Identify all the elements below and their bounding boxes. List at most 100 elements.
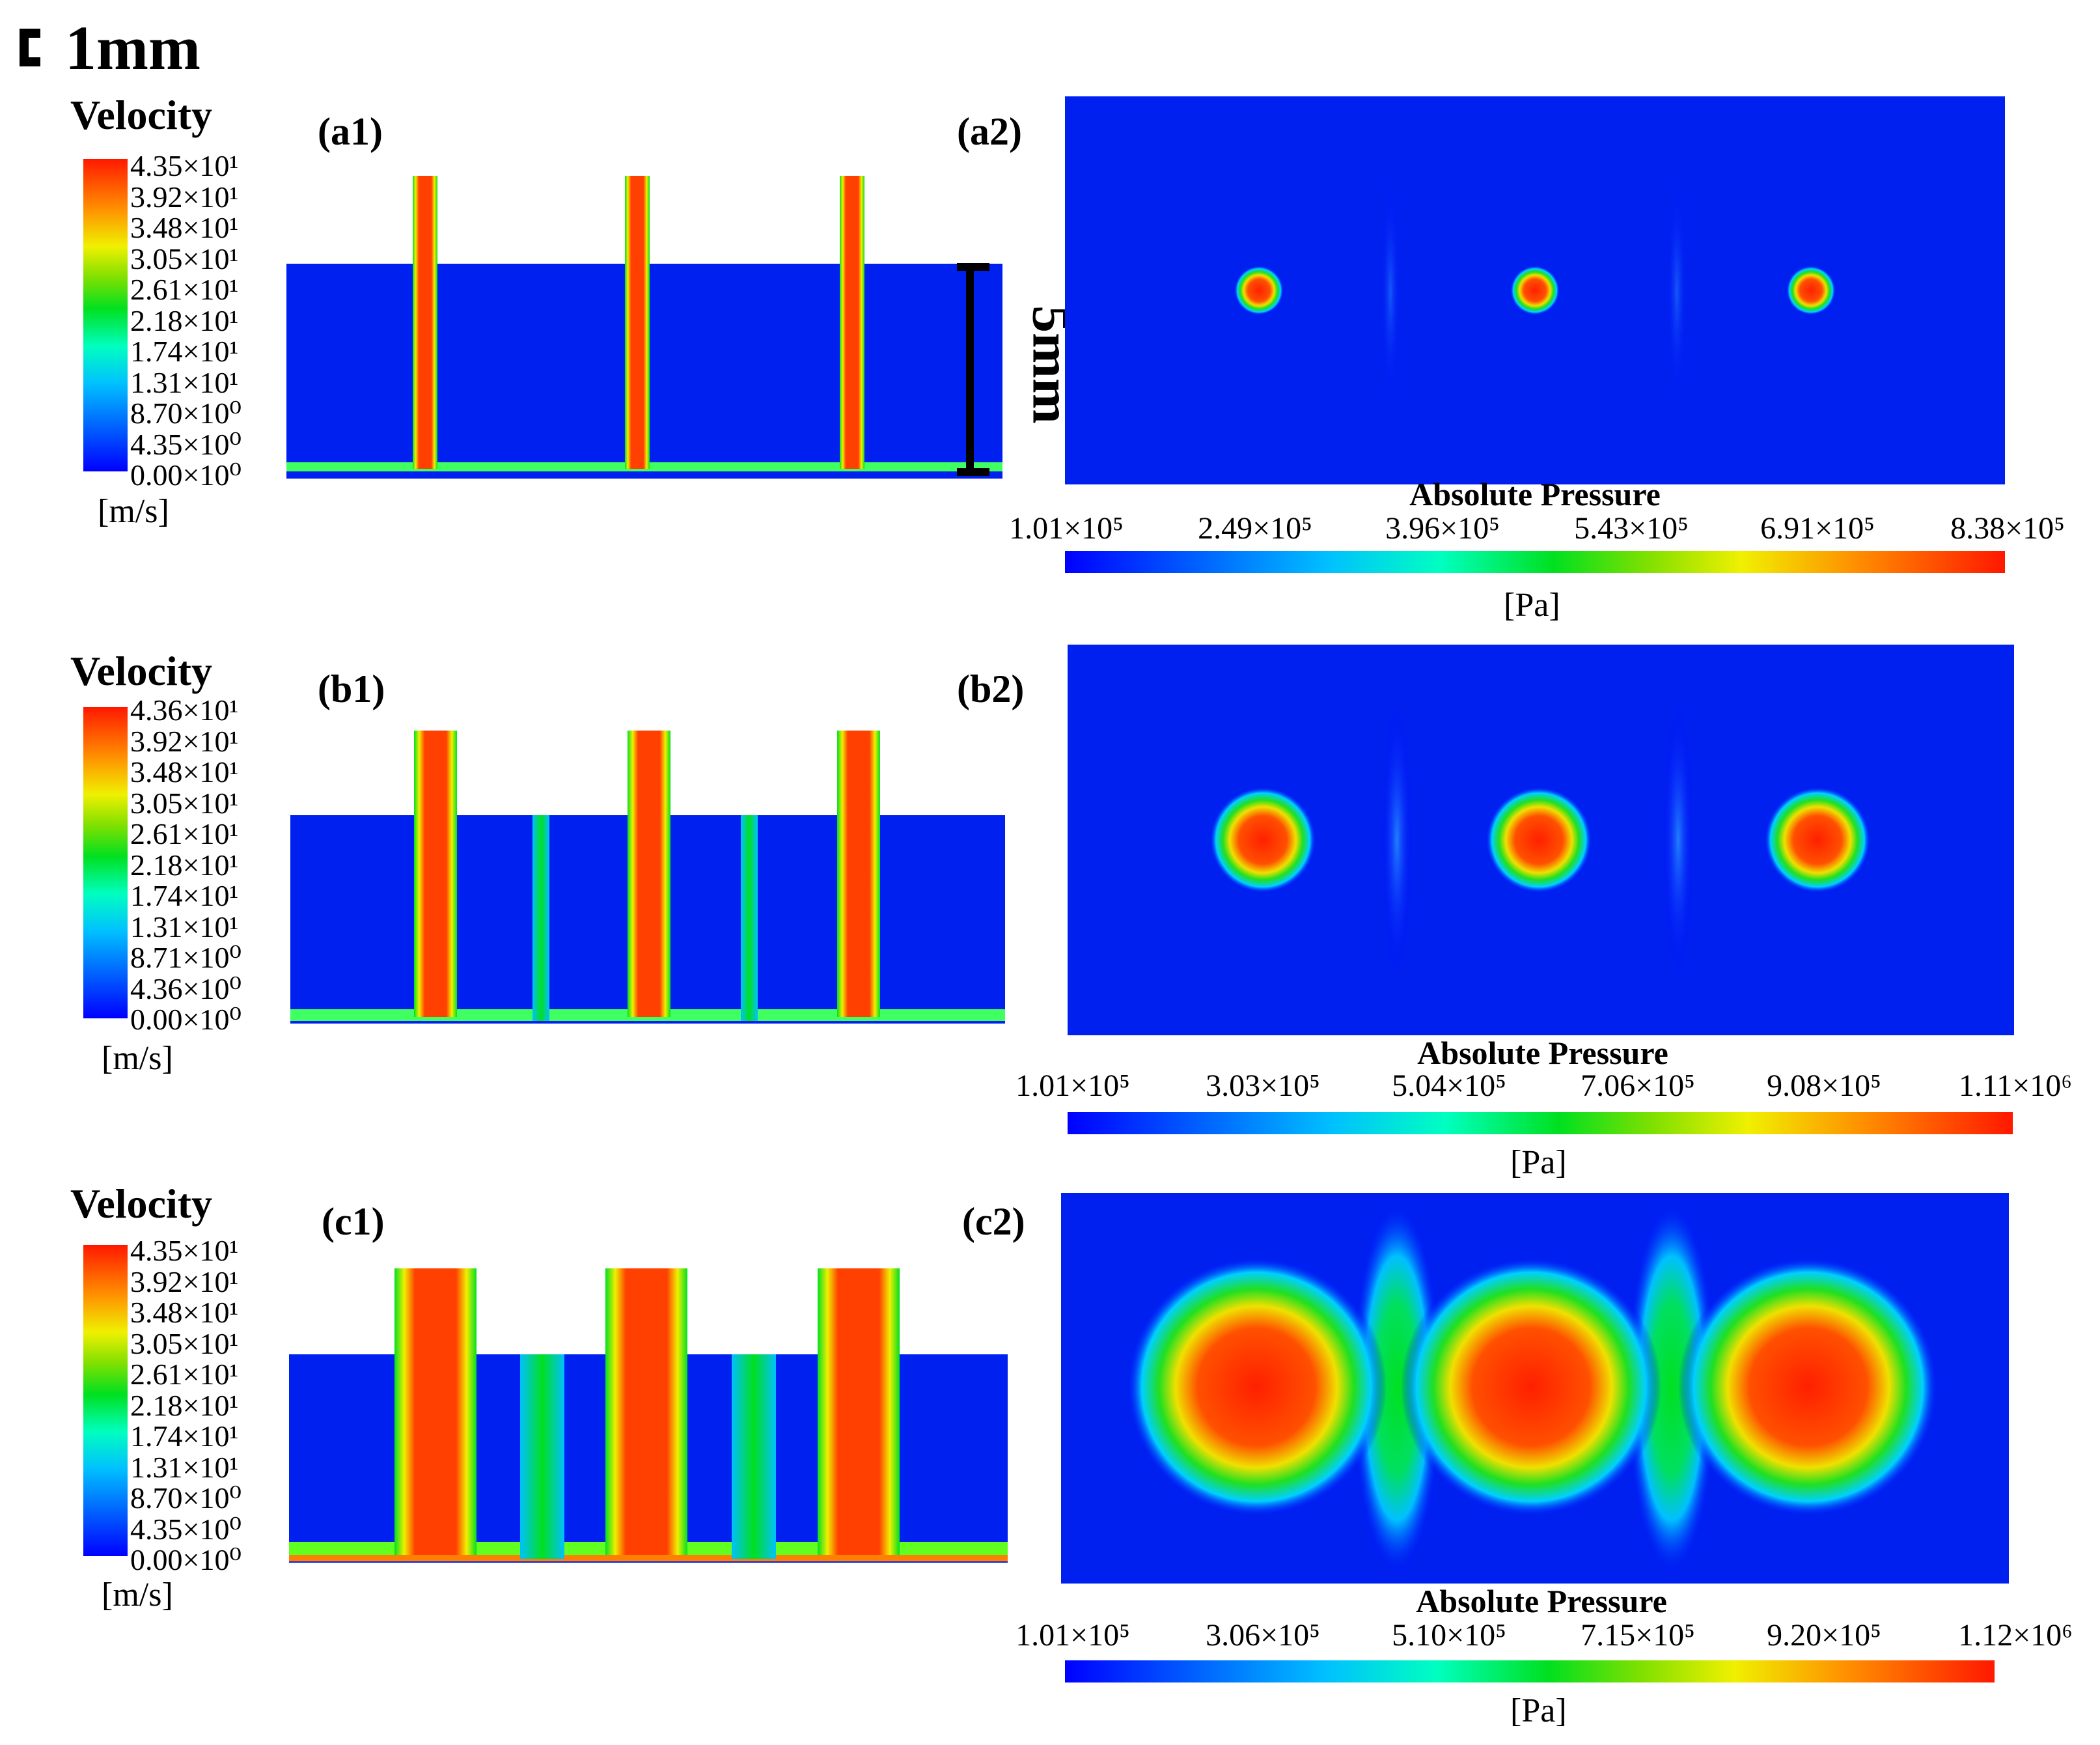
pressure-colorbar — [1068, 1112, 2013, 1134]
velocity-unit: [m/s] — [102, 1576, 173, 1613]
pressure-tick: 7.06×10⁵ — [1581, 1068, 1695, 1103]
velocity-tick: 3.05×10¹ — [130, 242, 239, 275]
panel-label-c1: (c1) — [322, 1200, 385, 1243]
velocity-tick: 3.05×10¹ — [130, 786, 239, 820]
velocity-tick: 3.48×10¹ — [130, 1296, 239, 1329]
pressure-spot-b2-2 — [1485, 787, 1592, 893]
pressure-tick: 8.38×10⁵ — [1950, 511, 2065, 546]
pressure-unit: [Pa] — [1510, 1692, 1567, 1729]
pressure-tick: 5.10×10⁵ — [1392, 1618, 1506, 1653]
velocity-title: Velocity — [70, 92, 213, 138]
pressure-tick: 1.01×10⁵ — [1015, 1068, 1130, 1103]
velocity-colorbar — [83, 707, 128, 1018]
pressure-colorbar — [1065, 551, 2005, 573]
pressure-field-a2 — [1065, 96, 2005, 484]
velocity-tick: 2.61×10¹ — [130, 817, 239, 850]
velocity-tick: 1.31×10¹ — [130, 1450, 239, 1484]
velocity-tick: 4.35×10⁰ — [130, 427, 242, 461]
pressure-spot-c2-2 — [1401, 1257, 1661, 1517]
jet-b1-2 — [628, 731, 670, 1017]
pressure-title: Absolute Pressure — [1416, 1583, 1667, 1619]
velocity-tick: 3.05×10¹ — [130, 1326, 239, 1360]
velocity-tick: 0.00×10⁰ — [130, 1543, 242, 1576]
scale-bar-icon — [20, 29, 40, 66]
pressure-tick: 3.06×10⁵ — [1206, 1618, 1320, 1653]
pressure-field-c2 — [1061, 1193, 2009, 1584]
velocity-colorbar — [83, 159, 128, 471]
pressure-tick-row: 1.01×10⁵ 3.06×10⁵ 5.10×10⁵ 7.15×10⁵ 9.20… — [0, 1617, 2100, 1656]
pressure-unit: [Pa] — [1504, 587, 1560, 624]
velocity-colorbar — [83, 1245, 128, 1556]
pressure-title: Absolute Pressure — [1417, 1035, 1668, 1071]
thin-jet-b1-2 — [741, 815, 758, 1021]
velocity-tick-list: 4.36×10¹ 3.92×10¹ 3.48×10¹ 3.05×10¹ 2.61… — [130, 695, 242, 1036]
pressure-spot-a2-1 — [1234, 266, 1284, 315]
velocity-tick: 4.36×10⁰ — [130, 971, 242, 1005]
pressure-spot-b2-3 — [1764, 787, 1871, 893]
velocity-field-b1 — [290, 731, 1005, 1024]
pressure-ellipse-c2-2 — [1626, 1199, 1717, 1577]
velocity-tick: 1.74×10¹ — [130, 879, 239, 912]
pressure-tick: 3.03×10⁵ — [1206, 1068, 1320, 1103]
jet-c1-1 — [394, 1268, 477, 1555]
pressure-tick: 2.49×10⁵ — [1198, 511, 1312, 546]
velocity-tick: 3.92×10¹ — [130, 724, 239, 758]
jet-a1-1 — [413, 176, 437, 469]
velocity-tick: 2.18×10¹ — [130, 303, 239, 337]
velocity-tick: 4.35×10⁰ — [130, 1512, 242, 1546]
pressure-tick-row: 1.01×10⁵ 2.49×10⁵ 3.96×10⁵ 5.43×10⁵ 6.91… — [0, 510, 2100, 550]
velocity-tick: 0.00×10⁰ — [130, 458, 242, 492]
pressure-field-b2 — [1068, 645, 2014, 1035]
velocity-tick: 2.61×10¹ — [130, 1358, 239, 1391]
pressure-tick: 7.15×10⁵ — [1581, 1618, 1695, 1653]
velocity-tick: 2.18×10¹ — [130, 1388, 239, 1422]
dimension-bracket — [957, 263, 989, 476]
velocity-field-c1 — [289, 1268, 1008, 1563]
panel-label-b2: (b2) — [957, 667, 1025, 710]
thin-jet-b1-1 — [532, 815, 549, 1021]
pressure-spot-a2-3 — [1786, 266, 1836, 315]
velocity-tick: 4.35×10¹ — [130, 149, 239, 182]
pressure-tick: 1.01×10⁵ — [1015, 1618, 1130, 1653]
scale-bar-label: 1mm — [65, 13, 200, 83]
pressure-spot-c2-1 — [1126, 1257, 1387, 1517]
panel-label-a2: (a2) — [957, 110, 1022, 153]
thin-jet-c1-1 — [520, 1354, 564, 1559]
jet-c1-3 — [818, 1268, 900, 1555]
velocity-tick: 3.92×10¹ — [130, 1264, 239, 1298]
velocity-tick: 8.70×10⁰ — [130, 397, 242, 430]
pressure-spot-a2-2 — [1510, 266, 1560, 315]
velocity-tick: 1.74×10¹ — [130, 1419, 239, 1453]
velocity-title: Velocity — [70, 1180, 213, 1227]
jet-a1-2 — [625, 176, 650, 469]
velocity-tick: 2.18×10¹ — [130, 848, 239, 882]
jet-a1-3 — [840, 176, 864, 469]
velocity-tick: 3.92×10¹ — [130, 180, 239, 214]
panel-label-c2: (c2) — [962, 1200, 1025, 1243]
pressure-tick: 5.04×10⁵ — [1392, 1068, 1506, 1103]
panel-label-a1: (a1) — [318, 110, 383, 153]
velocity-tick: 8.71×10⁰ — [130, 941, 242, 974]
jet-b1-1 — [414, 731, 457, 1017]
velocity-tick-list: 4.35×10¹ 3.92×10¹ 3.48×10¹ 3.05×10¹ 2.61… — [130, 1236, 242, 1576]
velocity-unit: [m/s] — [102, 1040, 173, 1077]
pressure-tick: 1.01×10⁵ — [1009, 511, 1124, 546]
jet-b1-3 — [837, 731, 880, 1017]
velocity-tick: 3.48×10¹ — [130, 211, 239, 244]
velocity-tick: 1.74×10¹ — [130, 335, 239, 368]
velocity-tick: 4.36×10¹ — [130, 693, 239, 727]
pressure-title: Absolute Pressure — [1409, 476, 1661, 512]
velocity-tick: 3.48×10¹ — [130, 755, 239, 789]
velocity-tick-list: 4.35×10¹ 3.92×10¹ 3.48×10¹ 3.05×10¹ 2.61… — [130, 151, 242, 492]
velocity-tick: 1.31×10¹ — [130, 365, 239, 399]
jet-c1-2 — [605, 1268, 687, 1555]
velocity-tick: 1.31×10¹ — [130, 910, 239, 943]
pressure-tick-row: 1.01×10⁵ 3.03×10⁵ 5.04×10⁵ 7.06×10⁵ 9.08… — [0, 1068, 2100, 1107]
velocity-field-a1 — [286, 176, 1002, 479]
pressure-colorbar — [1065, 1660, 1995, 1682]
pressure-ellipse-c2-1 — [1351, 1199, 1443, 1577]
pressure-tick: 1.11×10⁶ — [1958, 1068, 2073, 1103]
pressure-tick: 9.08×10⁵ — [1767, 1068, 1881, 1103]
thin-jet-c1-2 — [732, 1354, 776, 1559]
velocity-title: Velocity — [70, 648, 213, 694]
